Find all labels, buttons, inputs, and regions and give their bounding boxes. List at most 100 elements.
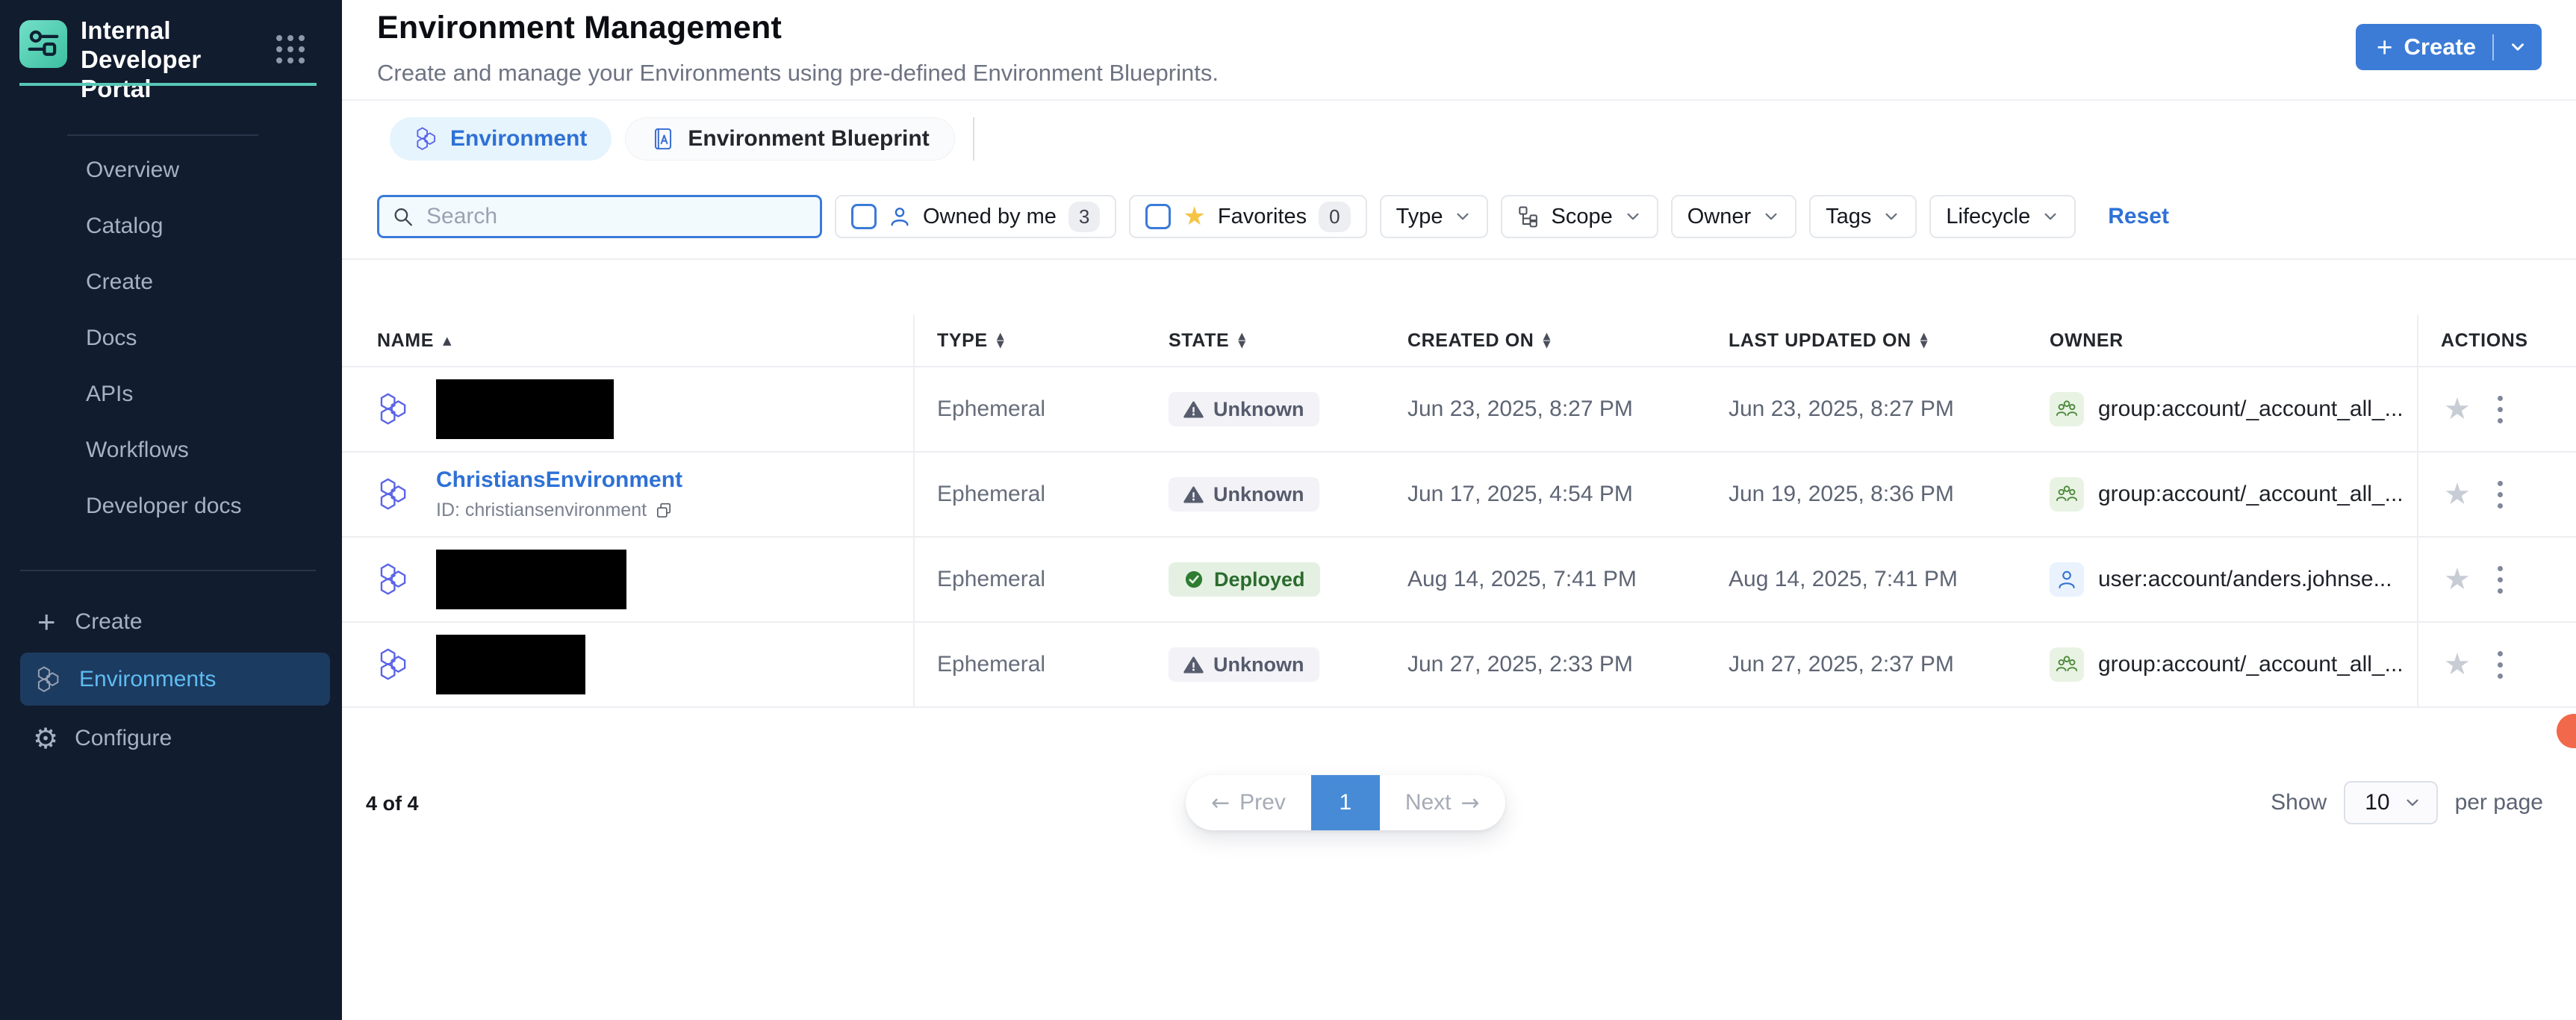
last-updated-cell: Aug 14, 2025, 7:41 PM	[1729, 567, 1958, 591]
owned-by-me-count: 3	[1068, 201, 1101, 232]
status-badge-deployed: Deployed	[1169, 562, 1320, 597]
tags-dropdown[interactable]: Tags	[1809, 195, 1917, 238]
sort-icon: ▲ ▼	[1238, 331, 1246, 350]
owned-by-me-filter[interactable]: Owned by me 3	[835, 195, 1117, 238]
create-button[interactable]: + Create	[2356, 34, 2492, 61]
lifecycle-dropdown[interactable]: Lifecycle	[1929, 195, 2076, 238]
sidebar-item-create[interactable]: Create	[0, 254, 342, 310]
favorite-star-button[interactable]: ★	[2444, 477, 2471, 511]
tab-environment[interactable]: Environment	[390, 117, 612, 161]
dropdown-label: Type	[1396, 204, 1443, 228]
sidebar-item-overview[interactable]: Overview	[0, 142, 342, 198]
owner-cell: group:account/_account_all_...	[2027, 367, 2417, 451]
prev-page-button[interactable]: ← Prev	[1186, 775, 1311, 830]
table-row: Ephemeral Deployed Aug 14, 2025, 7:41 PM…	[342, 536, 2576, 621]
filter-label: Favorites	[1217, 204, 1307, 228]
status-label: Deployed	[1214, 567, 1305, 591]
owner-dropdown[interactable]: Owner	[1670, 195, 1797, 238]
sidebar-item-catalog[interactable]: Catalog	[0, 198, 342, 254]
created-on-cell: Jun 27, 2025, 2:33 PM	[1407, 652, 1633, 677]
column-label: TYPE	[937, 329, 988, 351]
table-row: Ephemeral Unknown Jun 27, 2025, 2:33 PM …	[342, 621, 2576, 708]
group-owner-chip	[2050, 477, 2084, 511]
sidebar-item-environments-active[interactable]: Environments	[20, 653, 330, 706]
environment-name-link[interactable]: ChristiansEnvironment	[436, 467, 683, 492]
sidebar-item-workflows[interactable]: Workflows	[0, 422, 342, 478]
tab-environment-blueprint[interactable]: Environment Blueprint	[625, 117, 955, 161]
kebab-menu-button[interactable]	[2493, 562, 2507, 598]
tab-label: Environment Blueprint	[688, 126, 930, 151]
group-icon	[2056, 656, 2078, 671]
sidebar-item-apis[interactable]: APIs	[0, 366, 342, 422]
type-cell: Ephemeral	[937, 397, 1046, 421]
reset-filters-button[interactable]: Reset	[2108, 204, 2169, 228]
create-dropdown-caret[interactable]	[2494, 37, 2542, 57]
type-cell: Ephemeral	[937, 482, 1046, 506]
scope-dropdown[interactable]: Scope	[1501, 195, 1658, 238]
dropdown-label: Tags	[1826, 204, 1872, 228]
page-subtitle: Create and manage your Environments usin…	[377, 60, 1219, 86]
column-header-name[interactable]: NAME ▲	[342, 315, 915, 366]
column-header-last-updated-on[interactable]: LAST UPDATED ON ▲ ▼	[1706, 315, 2027, 366]
column-header-type[interactable]: TYPE ▲ ▼	[915, 315, 1146, 366]
column-header-state[interactable]: STATE ▲ ▼	[1146, 315, 1385, 366]
app-switcher-icon[interactable]	[276, 35, 305, 63]
sidebar-item-label: Workflows	[86, 437, 189, 462]
sidebar-nav: Overview Catalog Create Docs APIs Workfl…	[0, 142, 342, 534]
last-updated-cell: Jun 23, 2025, 8:27 PM	[1729, 397, 1954, 421]
kebab-menu-button[interactable]	[2493, 647, 2507, 683]
copy-icon[interactable]	[655, 502, 673, 520]
brand-accent-divider	[19, 83, 317, 86]
current-page-button[interactable]: 1	[1310, 775, 1380, 830]
sidebar-item-docs[interactable]: Docs	[0, 310, 342, 366]
last-updated-cell: Jun 19, 2025, 8:36 PM	[1729, 482, 1954, 506]
user-owner-chip	[2050, 562, 2084, 597]
brand-title: Internal Developer Portal	[81, 16, 202, 102]
search-box[interactable]	[377, 195, 822, 238]
chevron-down-icon	[2407, 799, 2418, 806]
show-label: Show	[2271, 790, 2327, 815]
create-split-button[interactable]: + Create	[2355, 24, 2542, 70]
environment-hexagons-icon	[380, 648, 406, 680]
main-content: Environment Management Create and manage…	[342, 0, 2576, 1020]
page-size-select[interactable]: 10	[2344, 781, 2438, 824]
favorite-star-button[interactable]: ★	[2444, 562, 2471, 597]
filters-divider	[342, 258, 2576, 260]
search-input[interactable]	[425, 203, 808, 230]
next-page-button[interactable]: Next →	[1380, 775, 1505, 830]
created-on-cell: Jun 23, 2025, 8:27 PM	[1407, 397, 1633, 421]
sidebar-item-create-bottom[interactable]: + Create	[0, 595, 143, 649]
sort-icon: ▲ ▼	[1543, 331, 1552, 350]
scope-hierarchy-icon	[1519, 206, 1538, 228]
favorites-checkbox[interactable]	[1145, 204, 1172, 229]
sidebar-item-configure[interactable]: ⚙ Configure	[0, 712, 172, 765]
status-label: Unknown	[1213, 397, 1304, 420]
created-on-cell: Aug 14, 2025, 7:41 PM	[1407, 567, 1637, 591]
owned-by-me-checkbox[interactable]	[851, 204, 877, 229]
type-cell: Ephemeral	[937, 567, 1046, 591]
status-badge-unknown: Unknown	[1169, 477, 1319, 511]
column-label: ACTIONS	[2441, 329, 2528, 351]
sidebar-item-developer-docs[interactable]: Developer docs	[0, 478, 342, 534]
favorite-star-button[interactable]: ★	[2444, 392, 2471, 426]
filters-bar: Owned by me 3 ★ Favorites 0 Type	[377, 195, 2576, 238]
kebab-menu-button[interactable]	[2493, 391, 2507, 428]
column-header-actions: ACTIONS	[2417, 315, 2576, 366]
sidebar-item-label: Create	[75, 609, 143, 634]
column-header-created-on[interactable]: CREATED ON ▲ ▼	[1385, 315, 1706, 366]
favorites-filter[interactable]: ★ Favorites 0	[1129, 195, 1367, 238]
favorite-star-button[interactable]: ★	[2444, 647, 2471, 682]
type-dropdown[interactable]: Type	[1379, 195, 1489, 238]
warning-triangle-icon	[1183, 486, 1204, 503]
actions-cell: ★	[2417, 623, 2576, 706]
page-size-control: Show 10 per page	[2271, 781, 2543, 824]
sort-icon: ▲ ▼	[1920, 331, 1929, 350]
pipeline-logo-icon	[28, 30, 59, 56]
column-label: CREATED ON	[1407, 329, 1534, 351]
results-summary: 4 of 4	[366, 792, 419, 815]
status-label: Unknown	[1213, 653, 1304, 676]
kebab-menu-button[interactable]	[2493, 476, 2507, 513]
group-icon	[2056, 485, 2078, 501]
filter-label: Owned by me	[923, 204, 1057, 228]
table-row: Ephemeral Unknown Jun 23, 2025, 8:27 PM …	[342, 366, 2576, 451]
